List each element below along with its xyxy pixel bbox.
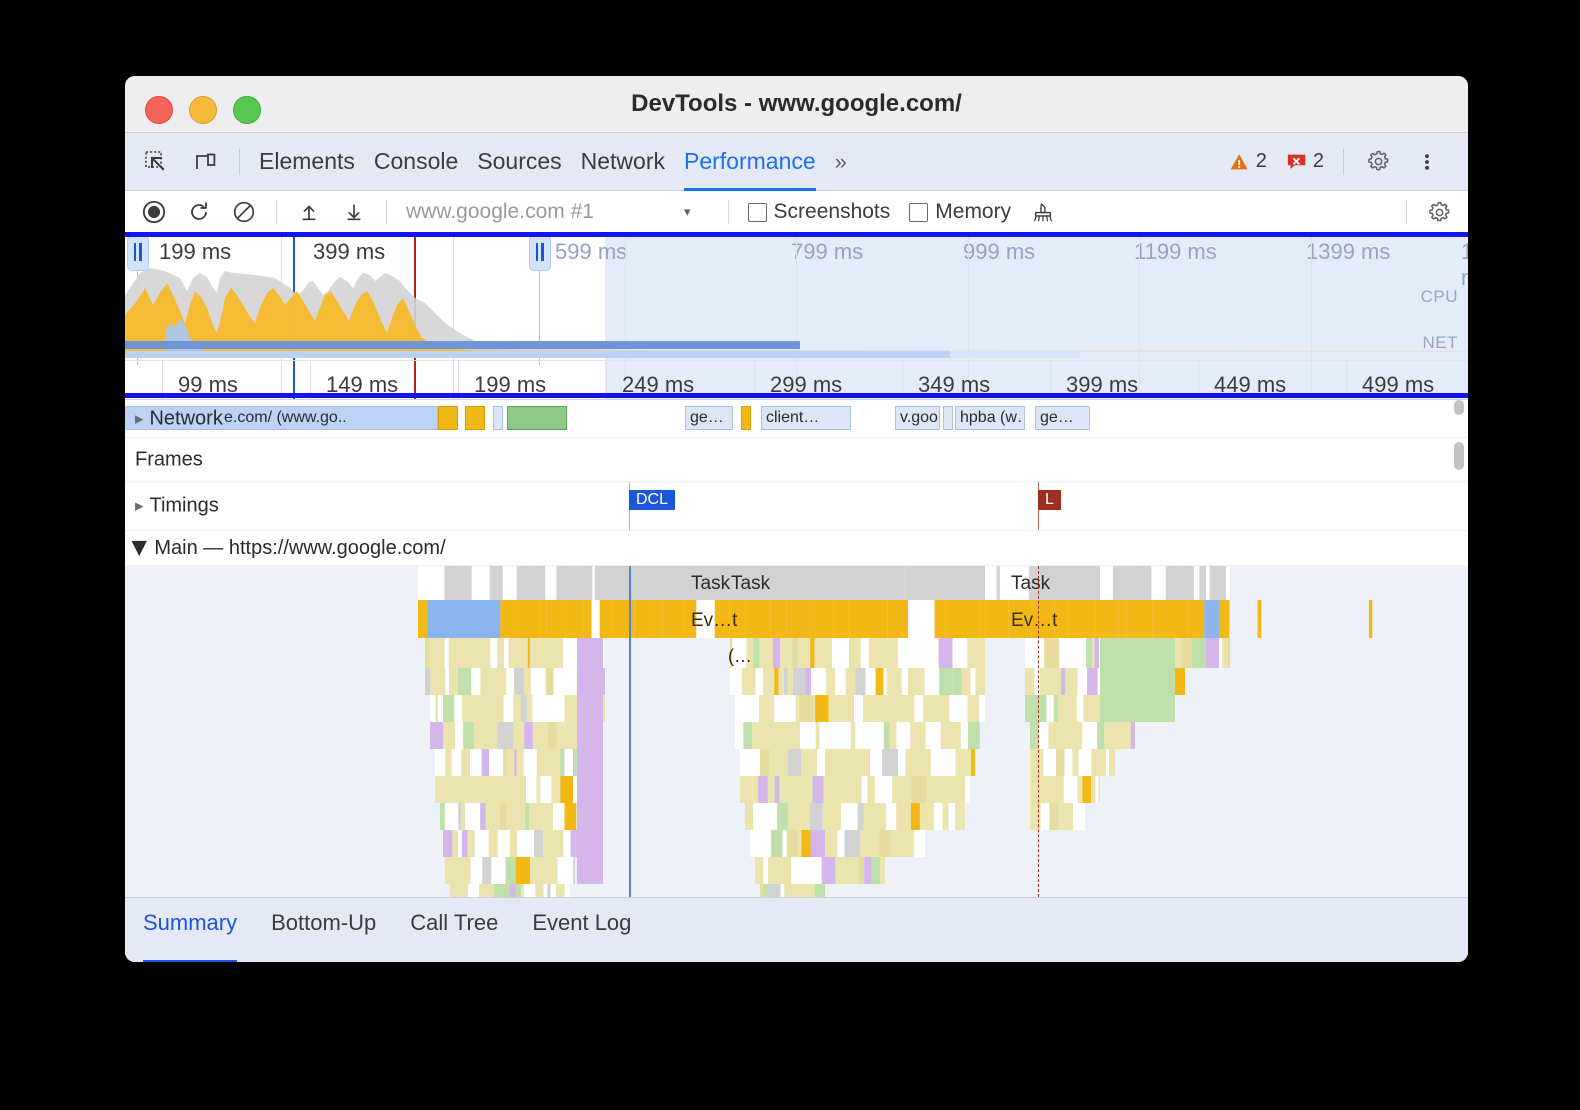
svg-text:Task: Task (1011, 573, 1051, 594)
svg-text:Task: Task (691, 573, 731, 594)
svg-text:Ev…t: Ev…t (1011, 610, 1058, 631)
svg-text:Task: Task (731, 573, 771, 594)
svg-text:(…: (… (728, 646, 752, 666)
svg-text:Ev…t: Ev…t (691, 610, 738, 631)
